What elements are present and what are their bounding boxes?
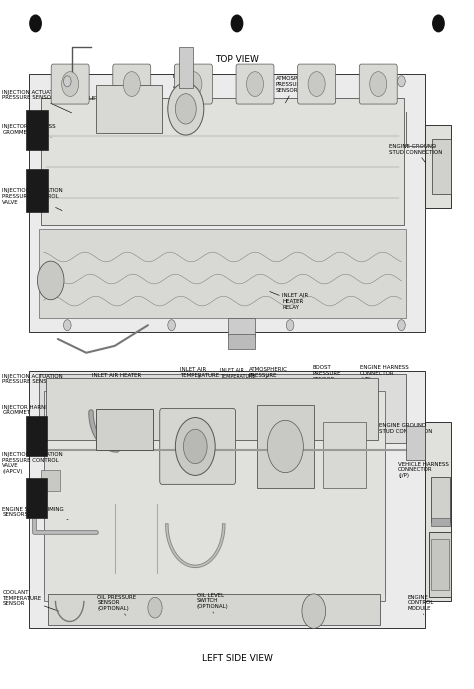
Text: INLET AIR
TEMPERATURE
SENSOR: INLET AIR TEMPERATURE SENSOR (173, 74, 212, 97)
Circle shape (175, 418, 215, 475)
Text: ATMOSPHERIC
PRESSURE
SENSOR: ATMOSPHERIC PRESSURE SENSOR (276, 76, 315, 103)
Bar (26, 169, 48, 212)
Text: INLET AIR
TEMPERATURE
SENSOR
(SELECT RATINGS ONLY): INLET AIR TEMPERATURE SENSOR (SELECT RAT… (220, 368, 280, 390)
Bar (96, 409, 153, 450)
Text: INJECTOR HARNESS
GROMMET: INJECTOR HARNESS GROMMET (2, 124, 56, 138)
Bar (323, 422, 366, 488)
FancyBboxPatch shape (236, 64, 274, 104)
Circle shape (398, 320, 405, 331)
Text: ENGINE HARNESS
CONNECTOR
(J/P): ENGINE HARNESS CONNECTOR (J/P) (360, 365, 409, 386)
Bar (406, 426, 425, 460)
Text: COOLANT
TEMPERATURE
SENSOR: COOLANT TEMPERATURE SENSOR (2, 590, 59, 611)
Text: OIL PRESSURE
SENSOR
(OPTIONAL): OIL PRESSURE SENSOR (OPTIONAL) (97, 595, 137, 615)
Text: BOOST
PRESSURE
SENSOR: BOOST PRESSURE SENSOR (313, 365, 341, 386)
Text: INLET AIR
TEMPERATURE
SENSOR: INLET AIR TEMPERATURE SENSOR (180, 367, 219, 384)
Circle shape (148, 597, 162, 618)
Text: ENGINE SPEED/TIMING
SENSORS: ENGINE SPEED/TIMING SENSORS (2, 506, 68, 520)
Circle shape (30, 15, 41, 32)
Circle shape (37, 261, 64, 300)
Bar (44, 449, 385, 601)
Text: ATMOSPHERIC
PRESSURE
SENSOR: ATMOSPHERIC PRESSURE SENSOR (249, 367, 288, 384)
Text: ENGINE GROUND
STUD CONNECTION: ENGINE GROUND STUD CONNECTION (379, 423, 433, 442)
Bar (96, 85, 162, 133)
Bar (432, 139, 451, 194)
Text: VEHICLE HARNESS
CONNECTOR
(J/P): VEHICLE HARNESS CONNECTOR (J/P) (398, 462, 449, 484)
FancyBboxPatch shape (113, 64, 151, 104)
Text: TOP VIEW: TOP VIEW (215, 55, 259, 65)
Bar (425, 422, 451, 601)
Bar (26, 110, 48, 150)
Bar (179, 47, 193, 88)
Text: INJECTOR HARNESS
GROMMET: INJECTOR HARNESS GROMMET (2, 404, 56, 433)
Circle shape (64, 320, 71, 331)
Text: OIL LEVEL
SWITCH
(OPTIONAL): OIL LEVEL SWITCH (OPTIONAL) (197, 593, 228, 613)
FancyBboxPatch shape (174, 64, 212, 104)
Text: LEFT SIDE VIEW: LEFT SIDE VIEW (201, 654, 273, 664)
Bar (46, 378, 378, 440)
Circle shape (168, 83, 204, 135)
FancyBboxPatch shape (359, 64, 397, 104)
Circle shape (267, 420, 303, 473)
Circle shape (398, 76, 405, 87)
Bar (29, 74, 425, 332)
Circle shape (183, 429, 207, 464)
Text: INLET AIR
HEATER
RELAY: INLET AIR HEATER RELAY (270, 291, 308, 310)
Bar (39, 229, 406, 318)
Bar (41, 470, 60, 491)
Circle shape (185, 72, 202, 96)
Circle shape (62, 72, 79, 96)
Circle shape (433, 15, 444, 32)
Circle shape (175, 94, 196, 124)
Bar (431, 477, 450, 522)
Circle shape (123, 72, 140, 96)
Circle shape (302, 594, 326, 628)
FancyBboxPatch shape (51, 64, 89, 104)
Bar (29, 371, 425, 628)
Text: INJECTION ACTUATION
PRESSURE CONTROL
VALVE: INJECTION ACTUATION PRESSURE CONTROL VAL… (2, 188, 63, 211)
Circle shape (64, 76, 71, 87)
Bar (228, 334, 255, 349)
Circle shape (286, 320, 294, 331)
Bar (48, 594, 380, 625)
Text: INLET AIR HEATER: INLET AIR HEATER (83, 96, 132, 109)
Text: ENGINE GROUND
STUD CONNECTION: ENGINE GROUND STUD CONNECTION (389, 144, 442, 163)
Text: INJECTION ACTUATION
PRESSURE CONTROL
VALVE
(IAPCV): INJECTION ACTUATION PRESSURE CONTROL VAL… (2, 452, 63, 482)
Text: INLET AIR HEATER: INLET AIR HEATER (92, 373, 142, 383)
Text: INJECTION ACTUATION
PRESSURE SENSOR: INJECTION ACTUATION PRESSURE SENSOR (2, 373, 100, 391)
Bar (39, 374, 406, 443)
Bar (429, 532, 451, 597)
Bar (431, 539, 449, 590)
Bar (228, 318, 255, 336)
Circle shape (308, 72, 325, 96)
Text: INJECTION ACTUATION
PRESSURE SENSOR: INJECTION ACTUATION PRESSURE SENSOR (2, 90, 72, 113)
Bar (44, 391, 385, 594)
Bar (425, 125, 451, 208)
Bar (26, 478, 47, 518)
Circle shape (370, 72, 387, 96)
Bar (26, 416, 47, 456)
Bar (257, 405, 314, 488)
Bar (431, 518, 450, 526)
Circle shape (168, 320, 175, 331)
Text: ENGINE
CONTROL
MODULE: ENGINE CONTROL MODULE (408, 595, 434, 615)
FancyBboxPatch shape (160, 409, 236, 484)
Text: BOOST
PRESSURE
SENSOR: BOOST PRESSURE SENSOR (366, 77, 398, 103)
FancyBboxPatch shape (298, 64, 336, 104)
Bar (41, 98, 404, 225)
Circle shape (231, 15, 243, 32)
Circle shape (246, 72, 264, 96)
